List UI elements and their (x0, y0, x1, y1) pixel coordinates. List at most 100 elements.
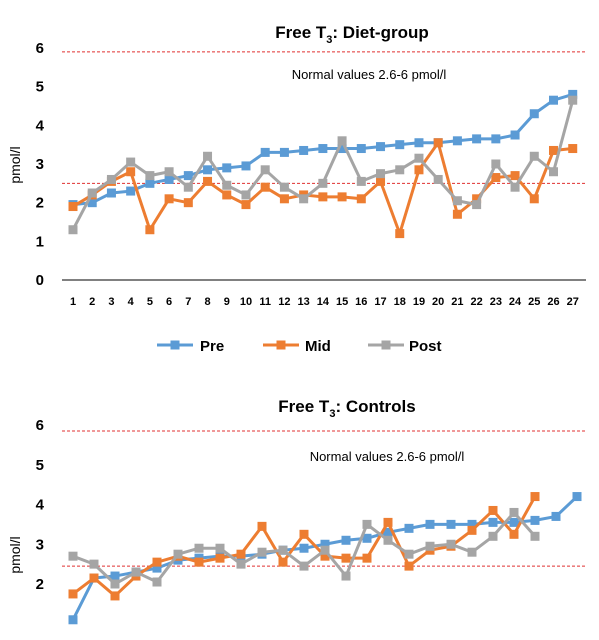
chart1-x-tick-label: 22 (470, 296, 482, 308)
series-post-point (404, 549, 414, 559)
series-post-point (145, 171, 155, 181)
chart1-y-axis-label: pmol/l (7, 146, 23, 183)
series-post-point (488, 531, 498, 541)
series-post (68, 95, 578, 235)
series-post-point (299, 561, 309, 571)
chart1-x-tick-label: 27 (567, 296, 579, 308)
series-post-point (383, 535, 393, 545)
series-post-point (376, 169, 386, 179)
chart1-x-tick-label: 7 (185, 296, 191, 308)
legend-item-post: Post (368, 338, 442, 355)
series-post-point (467, 547, 477, 557)
chart1-y-tick-label: 0 (36, 272, 44, 289)
series-pre-point (110, 571, 120, 581)
series-post-point (425, 541, 435, 551)
series-pre-point (425, 519, 435, 529)
chart1-x-tick-label: 12 (278, 296, 290, 308)
series-post-point (529, 151, 539, 161)
series-mid-point (318, 192, 328, 202)
series-post-point (203, 151, 213, 161)
series-post-point (278, 545, 288, 555)
series-pre-point (510, 130, 520, 140)
chart1-y-tick-label: 6 (36, 40, 44, 57)
series-post-point (362, 519, 372, 529)
series-post-point (110, 579, 120, 589)
chart1-x-tick-label: 25 (528, 296, 540, 308)
legend-swatch-marker (276, 340, 286, 350)
series-pre-point (279, 147, 289, 157)
series-post-point (341, 571, 351, 581)
chart1-y-tick-label: 2 (36, 195, 44, 212)
chart2-y-tick-label: 4 (36, 497, 45, 514)
series-mid-point (110, 591, 120, 601)
legend-item-mid: Mid (263, 338, 331, 355)
chart-controls: Free T3: Controls pmol/l Normal values 2… (7, 397, 586, 625)
chart1-x-tick-label: 16 (355, 296, 367, 308)
series-post-point (194, 543, 204, 553)
series-mid-point (530, 492, 540, 502)
chart1-y-tick-label: 4 (36, 117, 45, 134)
series-mid-point (126, 167, 136, 177)
series-pre-point (106, 188, 116, 198)
series-pre-point (446, 519, 456, 529)
series-mid-point (488, 505, 498, 515)
series-post-point (152, 577, 162, 587)
chart2-normal-values-note: Normal values 2.6-6 pmol/l (310, 449, 465, 464)
series-mid-point (433, 138, 443, 148)
series-pre-point (341, 535, 351, 545)
series-pre-point (320, 539, 330, 549)
series-mid-point (145, 225, 155, 235)
series-post-point (452, 196, 462, 206)
chart1-x-tick-label: 19 (413, 296, 425, 308)
series-pre-point (551, 511, 561, 521)
chart1-x-tick-label: 13 (298, 296, 310, 308)
chart1-x-tick-label: 1 (70, 296, 76, 308)
series-pre-point (383, 527, 393, 537)
series-pre-point (529, 109, 539, 119)
legend-item-pre: Pre (157, 338, 224, 355)
series-post-point (131, 567, 141, 577)
series-pre-point (68, 615, 78, 625)
series-pre-point (472, 134, 482, 144)
chart1-x-tick-label: 4 (128, 296, 135, 308)
chart1-x-tick-label: 20 (432, 296, 444, 308)
series-pre-point (414, 138, 424, 148)
chart1-x-tick-label: 3 (108, 296, 114, 308)
series-post-point (215, 543, 225, 553)
series-pre-point (362, 533, 372, 543)
chart1-title: Free T3: Diet-group (275, 23, 428, 46)
series-post-point (472, 200, 482, 210)
series-mid-point (414, 165, 424, 175)
series-mid-point (472, 194, 482, 204)
series-pre-point (467, 519, 477, 529)
series-pre-point (260, 147, 270, 157)
legend-label: Post (409, 338, 442, 355)
chart1-x-tick-label: 21 (451, 296, 463, 308)
series-post-point (509, 507, 519, 517)
series-mid-point (215, 553, 225, 563)
series-post-point (299, 194, 309, 204)
series-pre-point (376, 142, 386, 152)
series-post-point (126, 157, 136, 167)
series-pre-point (222, 163, 232, 173)
series-pre-point (299, 145, 309, 155)
series-pre-point (164, 174, 174, 184)
series-mid-point (89, 573, 99, 583)
series-pre-point (299, 543, 309, 553)
chart1-x-tick-label: 9 (224, 296, 230, 308)
series-post-point (530, 531, 540, 541)
series-mid-point (510, 171, 520, 181)
series-post-point (241, 190, 251, 200)
legend-swatch-marker (381, 340, 391, 350)
series-mid-point (491, 173, 501, 183)
chart1-y-tick-label: 5 (36, 79, 44, 96)
series-post-point (89, 559, 99, 569)
chart2-y-tick-label: 5 (36, 457, 44, 474)
series-pre-point (491, 134, 501, 144)
series-pre-point (488, 517, 498, 527)
series-mid-point (236, 549, 246, 559)
series-mid-line (72, 141, 573, 236)
chart1-x-tick-label: 15 (336, 296, 348, 308)
chart-diet-group: Free T3: Diet-group pmol/l Normal values… (7, 23, 586, 355)
